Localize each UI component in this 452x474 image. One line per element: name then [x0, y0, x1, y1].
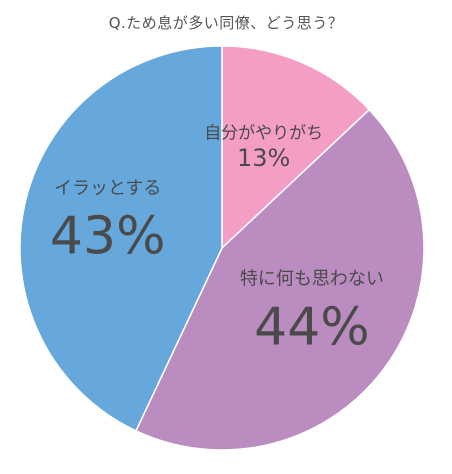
slice-value-label: 13% — [237, 144, 290, 172]
slice-name-label: 特に何も思わない — [240, 269, 384, 290]
pie-slice — [134, 108, 425, 451]
slice-name-label: 自分がやりがち — [204, 123, 323, 143]
pie-slice — [221, 45, 371, 250]
slice-value-label: 44% — [254, 298, 370, 358]
chart-title: Q.ため息が多い同僚、どう思う？ — [108, 14, 344, 32]
pie-slice — [19, 45, 223, 432]
pie-slices — [19, 45, 425, 451]
slice-value-label: 43% — [50, 207, 166, 267]
slice-name-label: イラッとする — [54, 178, 161, 199]
